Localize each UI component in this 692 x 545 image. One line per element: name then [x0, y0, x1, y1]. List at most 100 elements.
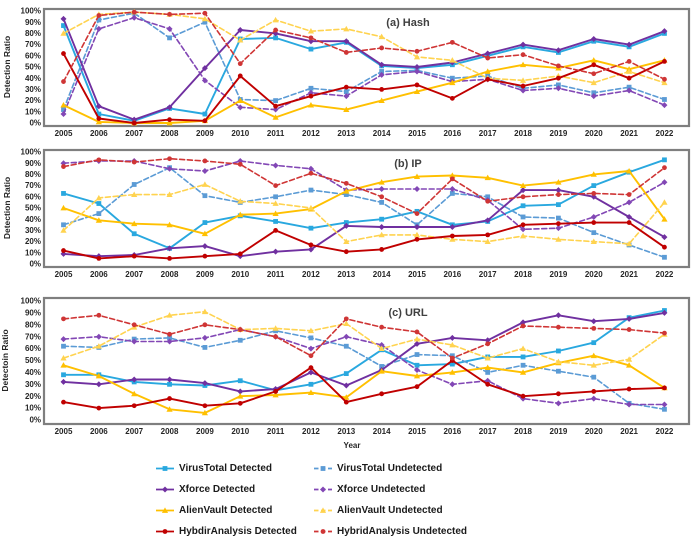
data-point: [166, 221, 173, 228]
data-point: [662, 59, 667, 64]
data-point: [167, 156, 172, 162]
data-point: [343, 399, 349, 405]
data-point: [61, 191, 66, 196]
x-tick-label: 2020: [585, 129, 603, 138]
data-point: [308, 85, 314, 91]
virustotal-detected-swatch-icon: [156, 466, 174, 471]
x-tick-label: 2012: [302, 270, 320, 279]
x-tick-label: 2015: [408, 129, 426, 138]
data-point: [202, 158, 208, 164]
data-point: [308, 242, 314, 248]
data-point: [343, 25, 350, 32]
data-point: [131, 191, 138, 197]
x-tick-label: 2021: [620, 427, 638, 436]
data-point: [343, 180, 349, 186]
data-point: [272, 325, 279, 331]
y-tick-label: 0%: [29, 260, 41, 269]
data-point: [591, 325, 597, 331]
data-point: [661, 401, 668, 408]
y-axis-title: Detectoin Ratio: [0, 329, 10, 391]
data-point: [556, 368, 561, 374]
x-tick-label: 2016: [443, 427, 461, 436]
y-tick-label: 10%: [25, 107, 41, 116]
x-tick-label: 2009: [196, 427, 214, 436]
data-point: [131, 322, 137, 328]
data-point: [661, 102, 668, 109]
y-tick-label: 50%: [25, 204, 41, 213]
data-point: [414, 82, 420, 88]
data-point: [95, 343, 102, 349]
data-point: [555, 358, 562, 365]
data-point: [662, 406, 667, 412]
data-point: [556, 324, 561, 330]
data-point: [485, 232, 491, 238]
data-point: [590, 395, 597, 402]
data-point: [378, 231, 385, 238]
data-point: [378, 97, 385, 103]
y-tick-label: 0%: [29, 416, 41, 425]
data-point: [96, 405, 102, 411]
data-point: [449, 176, 455, 182]
data-point: [307, 101, 315, 108]
data-point: [273, 103, 278, 109]
data-point: [201, 243, 208, 250]
charts-canvas: 0% 10% 20% 30% 40% 50% 60% 70% 80% 90% 100% 2005 200…: [0, 7, 691, 450]
data-point: [662, 330, 667, 336]
legend-label-alienvault-detected: AlienVault Detected: [179, 505, 273, 516]
data-point: [308, 46, 314, 52]
data-point: [661, 199, 668, 205]
panel-title: (c) URL: [388, 307, 427, 319]
data-point: [272, 162, 279, 169]
data-point: [484, 68, 491, 74]
data-point: [449, 191, 455, 196]
data-point: [414, 367, 420, 374]
series-markers-virustotal-undetected: [61, 10, 667, 112]
data-point: [379, 87, 385, 92]
x-tick-label: 2021: [620, 270, 638, 279]
data-point: [555, 187, 562, 194]
data-point: [520, 319, 527, 326]
data-point: [414, 340, 420, 347]
y-tick-label: 50%: [25, 356, 41, 365]
data-point: [272, 16, 279, 23]
data-point: [556, 202, 561, 208]
data-point: [237, 393, 244, 399]
data-point: [343, 192, 349, 197]
data-point: [96, 17, 102, 23]
data-point: [237, 337, 243, 343]
data-point: [591, 191, 597, 196]
x-tick-label: 2018: [514, 270, 532, 279]
data-point: [202, 403, 208, 409]
data-point: [590, 79, 597, 86]
data-point: [626, 386, 632, 392]
x-tick-label: 2014: [373, 270, 391, 279]
figure-legend: VirusTotal Detected Xforce Detected AlienV…: [0, 456, 692, 545]
legend-label-virustotal-detected: VirusTotal Detected: [179, 463, 272, 474]
x-tick-label: 2011: [267, 129, 285, 138]
legend-marker: [319, 507, 327, 513]
data-point: [61, 343, 66, 349]
data-point: [520, 393, 526, 399]
data-point: [237, 251, 243, 257]
data-point: [166, 119, 173, 126]
data-point: [166, 376, 173, 383]
x-tick-label: 2010: [231, 129, 249, 138]
data-point: [308, 170, 314, 176]
data-point: [273, 228, 278, 233]
data-point: [449, 233, 455, 239]
data-point: [96, 312, 102, 318]
y-tick-label: 60%: [25, 51, 41, 60]
data-point: [626, 199, 633, 206]
data-point: [413, 231, 421, 238]
data-point: [449, 95, 455, 101]
data-point: [378, 71, 385, 78]
y-tick-label: 80%: [25, 320, 41, 329]
data-point: [449, 185, 456, 192]
data-point: [378, 368, 385, 374]
series-line-virustotal-undetected: [62, 12, 666, 111]
data-point: [343, 222, 350, 229]
legend-item-virustotal-detected: VirusTotal Detected: [156, 458, 297, 479]
data-point: [519, 369, 527, 375]
data-point: [413, 335, 421, 342]
data-point: [626, 327, 632, 332]
